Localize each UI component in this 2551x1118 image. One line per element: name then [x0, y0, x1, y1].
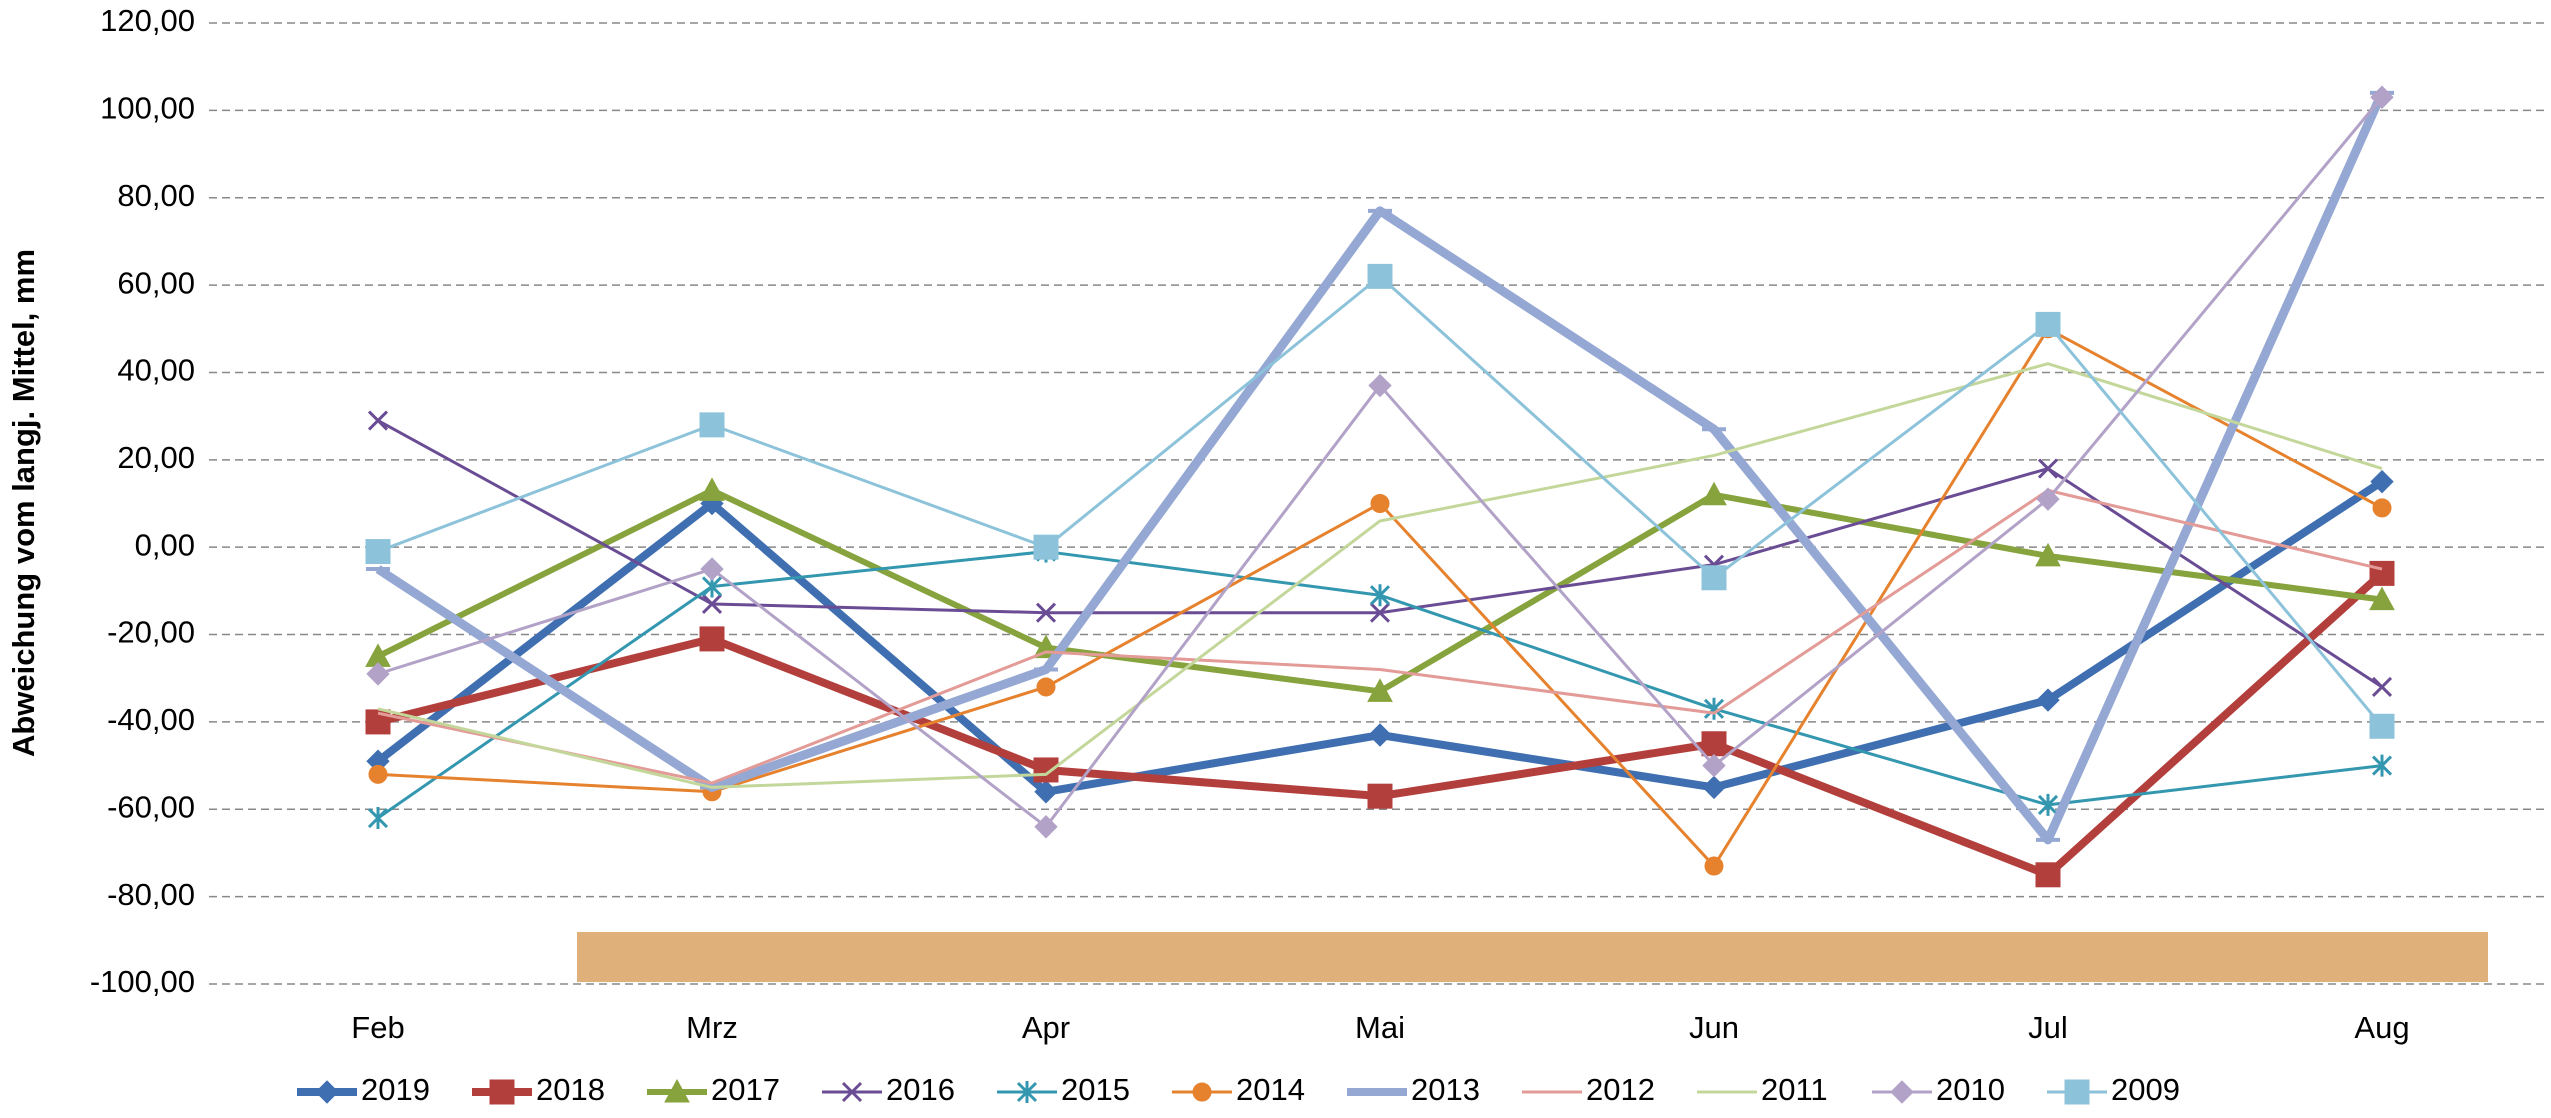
series [366, 85, 2394, 839]
marker [315, 1080, 339, 1104]
legend-label: 2011 [1761, 1072, 1828, 1107]
marker [1367, 263, 1393, 289]
marker [2036, 487, 2060, 511]
marker [1370, 494, 1390, 513]
series [366, 469, 2394, 804]
y-tick-label: -80,00 [107, 877, 195, 912]
y-tick-label: 20,00 [117, 440, 195, 475]
marker [701, 593, 723, 615]
marker [1192, 1082, 1212, 1102]
marker [1369, 584, 1391, 607]
marker [2370, 85, 2394, 109]
marker [2369, 560, 2395, 586]
marker [367, 410, 389, 431]
x-tick-label: Feb [351, 1010, 404, 1045]
marker [2369, 713, 2395, 739]
marker [1034, 780, 1058, 804]
marker [2035, 311, 2061, 337]
marker [1368, 723, 1392, 747]
marker [1702, 753, 1726, 778]
marker [365, 539, 391, 565]
marker [1036, 677, 1056, 697]
y-tick-label: 120,00 [100, 3, 195, 38]
legend-label: 2010 [1936, 1072, 2005, 1107]
marker [1367, 783, 1393, 809]
y-tick-label: -60,00 [107, 789, 195, 824]
marker [1704, 856, 1724, 876]
marker [368, 764, 388, 784]
legend-label: 2018 [536, 1072, 605, 1107]
marker [489, 1079, 515, 1105]
marker [1035, 602, 1057, 623]
marker [1033, 757, 1059, 783]
legend-label: 2016 [886, 1072, 955, 1107]
soil-decoration [577, 932, 2488, 982]
marker [2036, 688, 2060, 712]
y-tick-label: 60,00 [117, 265, 195, 300]
marker [2371, 754, 2393, 777]
marker [367, 807, 389, 830]
x-tick-label: Mrz [686, 1010, 738, 1045]
legend-label: 2013 [1411, 1072, 1480, 1107]
legend-label: 2015 [1061, 1072, 1130, 1107]
marker [1369, 602, 1391, 623]
marker [699, 412, 725, 438]
marker [2035, 542, 2061, 567]
marker [1701, 731, 1727, 757]
marker [1367, 678, 1393, 702]
legend-label: 2017 [711, 1072, 780, 1107]
marker [1703, 697, 1725, 720]
legend-label: 2012 [1586, 1072, 1655, 1107]
legend-label: 2014 [1236, 1072, 1305, 1107]
y-axis-label: Abweichung vom langj. Mittel, mm [6, 249, 41, 757]
marker [1701, 565, 1727, 591]
marker [1702, 775, 1726, 800]
y-tick-label: 40,00 [117, 353, 195, 388]
marker [699, 626, 725, 652]
legend-label: 2019 [361, 1072, 430, 1107]
series-line [377, 362, 2383, 789]
y-tick-label: 0,00 [135, 527, 195, 562]
y-tick-label: -20,00 [107, 615, 195, 650]
marker [1016, 1081, 1038, 1103]
marker [841, 1081, 863, 1103]
marker [366, 662, 390, 686]
marker [2371, 676, 2393, 698]
x-tick-label: Aug [2354, 1010, 2409, 1045]
marker [2372, 498, 2392, 518]
marker [699, 477, 725, 501]
marker [1368, 373, 1392, 398]
marker [2037, 793, 2059, 816]
x-tick-label: Mai [1355, 1010, 1405, 1045]
y-tick-label: -40,00 [107, 702, 195, 737]
series [365, 560, 2395, 888]
marker [2369, 586, 2395, 611]
series [367, 410, 2393, 698]
x-tick-label: Jul [2028, 1010, 2068, 1045]
legend-label: 2009 [2111, 1072, 2180, 1107]
marker [2064, 1079, 2090, 1105]
series [365, 263, 2395, 739]
marker [1701, 481, 1727, 506]
marker [664, 1078, 690, 1103]
y-tick-label: 100,00 [100, 91, 195, 126]
marker [2035, 862, 2061, 888]
marker [1034, 815, 1058, 839]
marker [2370, 469, 2394, 494]
x-tick-label: Apr [1022, 1010, 1070, 1045]
marker [2037, 458, 2059, 479]
marker [700, 557, 724, 581]
marker [1033, 534, 1059, 560]
marker [1890, 1080, 1914, 1104]
y-tick-label: 80,00 [117, 178, 195, 213]
x-tick-label: Jun [1689, 1010, 1739, 1045]
series [377, 362, 2383, 789]
y-tick-label: -100,00 [90, 964, 195, 999]
